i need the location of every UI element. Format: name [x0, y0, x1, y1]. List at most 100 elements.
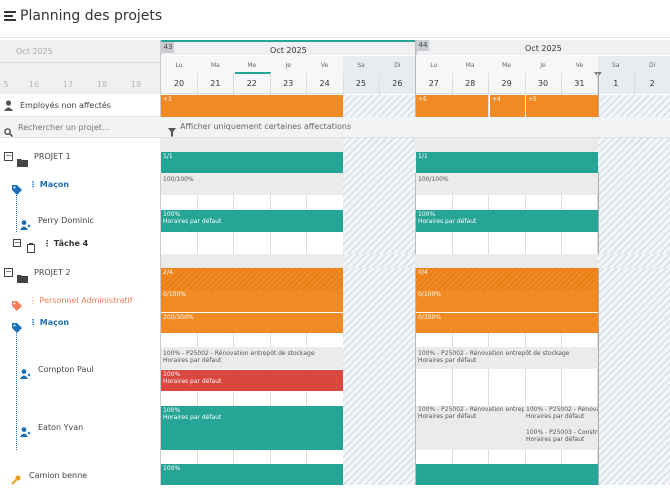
- assignment-text[interactable]: 100% - P25002 - Rénovation entrepôt de s…: [418, 406, 524, 420]
- tag-icon: [12, 296, 22, 315]
- bar-percent: 100%: [163, 407, 181, 414]
- search-input[interactable]: [18, 119, 156, 135]
- bar-schedule: Horaires par défaut: [526, 436, 585, 443]
- bar-percent: 100% - P25002 - Rénovation entrepôt de s…: [418, 350, 570, 357]
- macon-sub-bar[interactable]: 200/300%: [161, 312, 343, 333]
- day-number[interactable]: 28: [465, 79, 476, 88]
- bar-percent: 100% - P25002 - Rénovation entrepôt de s…: [163, 350, 315, 357]
- day-of-week: Me: [247, 62, 257, 69]
- tag-icon: [12, 318, 22, 337]
- day-number[interactable]: 25: [355, 79, 367, 88]
- collapse-icon[interactable]: −: [4, 267, 13, 277]
- day-number[interactable]: 22: [246, 79, 257, 88]
- admin-bar[interactable]: 2/4: [161, 268, 343, 290]
- bar-schedule: Horaires par défaut: [163, 414, 222, 421]
- admin-sub-bar[interactable]: 0/100%: [416, 290, 598, 312]
- employee-name[interactable]: Compton Paul: [38, 365, 94, 374]
- day-of-week: Ma: [465, 62, 475, 69]
- assignment-bar[interactable]: 100% Horaires par défaut: [161, 210, 343, 232]
- assignment-text[interactable]: 100% - P25003 - ConstructioHoraires par …: [526, 429, 598, 443]
- person-icon: [20, 215, 32, 234]
- day-number[interactable]: 1: [613, 79, 619, 88]
- day-of-week: Di: [649, 62, 656, 69]
- bar-percent: 100%: [163, 211, 181, 218]
- wrench-icon: [11, 470, 21, 489]
- day-number[interactable]: 2: [649, 79, 655, 88]
- group-label-text: Maçon: [39, 318, 70, 327]
- resource-name[interactable]: Camion benne: [29, 471, 88, 480]
- folder-icon: [17, 152, 28, 171]
- bar-schedule: Horaires par défaut: [163, 218, 222, 225]
- day-of-week: Ve: [320, 62, 329, 69]
- group-label-macon[interactable]: ⋮ Maçon: [29, 180, 70, 189]
- task-label[interactable]: ⋮ Tâche 4: [43, 239, 89, 248]
- day-number[interactable]: 24: [319, 79, 330, 88]
- group-label-text: Maçon: [39, 180, 70, 189]
- unassigned-bar[interactable]: +5: [525, 95, 598, 117]
- day-number[interactable]: 27: [428, 79, 439, 88]
- employee-name[interactable]: Eaton Yvan: [38, 423, 84, 432]
- unassigned-bar[interactable]: +5: [416, 95, 488, 117]
- filter-label[interactable]: Afficher uniquement certaines affectatio…: [180, 122, 352, 131]
- app-header: [0, 0, 670, 38]
- unassigned-bar[interactable]: +1: [161, 95, 343, 117]
- assignment-bar[interactable]: 100%: [161, 464, 343, 485]
- clipboard-icon: [27, 238, 35, 257]
- day-number[interactable]: 20: [173, 79, 185, 88]
- group-bar[interactable]: 1/1: [161, 152, 343, 173]
- unassigned-bar[interactable]: +4: [489, 95, 525, 117]
- week-month: Oct 2025: [270, 46, 307, 55]
- unassigned-label: Employés non affectés: [20, 101, 111, 110]
- admin-sub-bar[interactable]: 0/100%: [161, 290, 343, 312]
- day-of-week: Je: [540, 62, 546, 69]
- bar-percent: 100% - P25002 - Rénovation entrepôt de s…: [418, 406, 524, 413]
- day-number[interactable]: 23: [283, 79, 294, 88]
- employee-name[interactable]: Perry Dominic: [38, 216, 94, 225]
- person-icon: [20, 364, 32, 383]
- day-of-week: Sa: [357, 62, 365, 69]
- assignment-bar[interactable]: 100% Horaires par défaut: [416, 210, 598, 232]
- project-1-label[interactable]: PROJET 1: [34, 152, 71, 161]
- group-label-text: Personnel Administratif: [39, 296, 133, 305]
- assignment-text[interactable]: 100% - P25002 - Rénovation entrepôt de s…: [418, 350, 598, 364]
- project-2-label[interactable]: PROJET 2: [34, 268, 71, 277]
- day-number[interactable]: 30: [537, 79, 549, 88]
- day-of-week: Lu: [175, 62, 183, 69]
- bar-schedule: Horaires par défaut: [163, 378, 222, 385]
- admin-bar[interactable]: 0/4: [416, 268, 598, 290]
- assignment-bar[interactable]: 100% Horaires par défaut: [161, 406, 343, 450]
- day-number[interactable]: 29: [501, 79, 512, 88]
- task-label-text: Tâche 4: [53, 239, 89, 248]
- assignment-text[interactable]: 100% - P25002 - RénovationHoraires par d…: [526, 406, 598, 420]
- left-day: 18: [96, 80, 108, 89]
- menu-icon[interactable]: [4, 11, 18, 23]
- left-day: 5: [3, 80, 9, 89]
- day-of-week: Lu: [430, 62, 438, 69]
- macon-sub-bar[interactable]: 0/300%: [416, 312, 598, 333]
- search-icon: [4, 122, 14, 141]
- day-of-week: Ma: [210, 62, 220, 69]
- unassigned-row[interactable]: Employés non affectés: [0, 95, 160, 117]
- person-icon: [20, 422, 32, 441]
- bar-percent: 100% - P25002 - Rénovation: [526, 406, 598, 413]
- group-sub: 100/100%: [163, 176, 194, 183]
- bar-percent: 100%: [418, 211, 436, 218]
- assignment-text[interactable]: 100% - P25002 - Rénovation entrepôt de s…: [163, 350, 343, 364]
- conflict-bar[interactable]: 100% Horaires par défaut: [161, 370, 343, 391]
- day-number[interactable]: 31: [574, 79, 585, 88]
- collapse-icon[interactable]: −: [4, 151, 13, 161]
- group-label-macon[interactable]: ⋮ Maçon: [29, 318, 70, 327]
- collapse-icon[interactable]: −: [13, 238, 21, 247]
- left-day: 19: [130, 80, 142, 89]
- day-number[interactable]: 26: [392, 79, 403, 88]
- group-label-admin[interactable]: ⋮ Personnel Administratif: [29, 296, 133, 305]
- assignment-bar[interactable]: [416, 464, 598, 485]
- day-of-week: Di: [394, 62, 401, 69]
- bar-schedule: Horaires par défaut: [418, 413, 477, 420]
- day-of-week: Sa: [612, 62, 620, 69]
- day-number[interactable]: 21: [210, 79, 221, 88]
- day-of-week: Ve: [575, 62, 584, 69]
- filter-icon[interactable]: [168, 122, 176, 141]
- group-bar[interactable]: 1/1: [416, 152, 598, 173]
- week-month: Oct 2025: [525, 44, 562, 53]
